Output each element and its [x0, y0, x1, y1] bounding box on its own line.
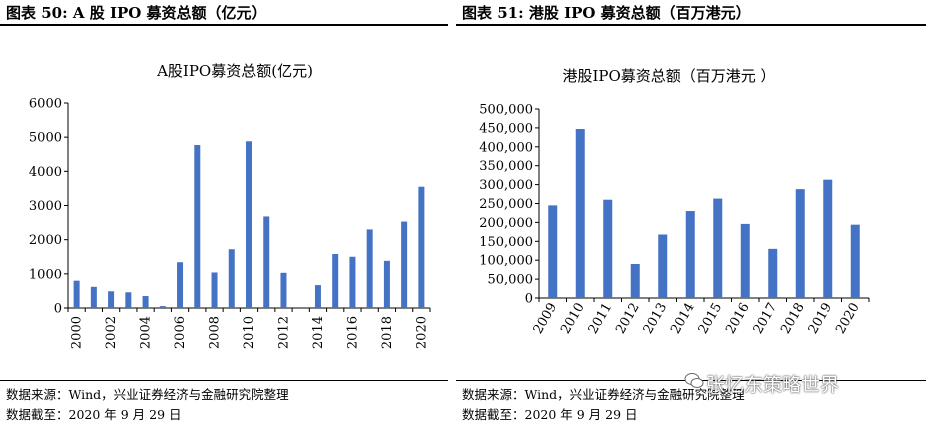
wechat-icon [684, 373, 704, 388]
a-share-date-note: 数据截至：2020 年 9 月 29 日 [6, 407, 182, 422]
hk-bar-2014 [685, 211, 695, 298]
hk-y-tick-label: 350,000 [479, 159, 533, 174]
a-share-bar-2017 [366, 229, 373, 308]
a-share-x-tick-label: 2018 [380, 316, 395, 349]
a-share-bar-2018 [383, 260, 390, 308]
a-share-bar-2011 [263, 216, 270, 308]
a-share-bar-2010 [246, 141, 252, 308]
a-share-x-tick-label: 2002 [104, 316, 119, 349]
a-share-bar-2016 [349, 256, 356, 308]
hk-bar-2012 [630, 263, 640, 298]
watermark-text: 张忆东策略世界 [706, 374, 840, 396]
a-share-source-rule [0, 380, 448, 381]
hk-y-tick-label: 0 [525, 292, 533, 307]
hk-x-tick-label: 2010 [558, 301, 588, 337]
hk-bar-2020 [850, 224, 860, 298]
hk-ipo-chart: 港股IPO募资总额（百万港元 ） 0 50,000 100,000 150,000 200… [479, 67, 870, 337]
hk-y-tick-label: 250,000 [479, 197, 533, 212]
hk-chart-title: 港股IPO募资总额（百万港元 ） [562, 67, 775, 85]
hk-y-tick-label: 400,000 [479, 140, 533, 155]
hk-bar-2009 [548, 205, 558, 298]
hk-title-rule [456, 24, 926, 26]
a-share-source-note: 数据来源：Wind，兴业证券经济与金融研究院整理 [6, 387, 289, 402]
hk-figure-title: 图表 51: 港股 IPO 募资总额（百万港元） [462, 4, 751, 22]
hk-y-tick-label: 450,000 [479, 121, 533, 136]
a-share-title-rule [0, 24, 448, 26]
hk-x-tick-label: 2020 [833, 301, 863, 337]
a-share-bar-2019 [401, 221, 408, 308]
hk-x-tick-label: 2012 [613, 301, 643, 337]
hk-date-note: 数据截至：2020 年 9 月 29 日 [462, 407, 638, 422]
a-share-x-tick-label: 2006 [173, 316, 188, 349]
hk-bar-2013 [658, 234, 668, 298]
hk-bar-2018 [795, 189, 805, 298]
a-share-x-tick-label: 2000 [70, 316, 85, 349]
a-share-figure-title: 图表 50: A 股 IPO 募资总额（亿元） [6, 4, 267, 22]
a-share-bar-2005 [159, 306, 166, 308]
a-share-bar-2014 [314, 285, 321, 308]
a-share-bar-2012 [280, 272, 287, 308]
a-share-bar-2006 [177, 262, 184, 308]
hk-source-note: 数据来源：Wind，兴业证券经济与金融研究院整理 [462, 387, 745, 402]
hk-bar-2019 [823, 179, 833, 298]
a-share-y-tick-label: 1000 [29, 267, 62, 282]
hk-y-tick-label: 200,000 [479, 216, 533, 231]
hk-x-tick-label: 2011 [586, 301, 616, 337]
hk-bar-2016 [740, 223, 750, 298]
hk-x-tick-label: 2013 [641, 301, 671, 337]
a-share-y-tick-label: 4000 [29, 165, 62, 180]
a-share-y-tick-label: 6000 [29, 97, 62, 112]
a-share-y-tick-label: 2000 [29, 233, 62, 248]
a-share-x-tick-label: 2008 [208, 316, 223, 349]
hk-panel: 图表 51: 港股 IPO 募资总额（百万港元） 港股IPO募资总额（百万港元 … [456, 0, 929, 426]
a-share-x-tick-label: 2014 [311, 316, 326, 349]
a-share-y-tick-label: 3000 [29, 199, 62, 214]
a-share-bar-2020 [418, 186, 425, 308]
hk-y-tick-label: 300,000 [479, 178, 533, 193]
hk-y-tick-label: 500,000 [479, 103, 533, 118]
hk-x-tick-label: 2009 [531, 301, 561, 337]
a-share-bar-2000 [73, 280, 80, 308]
a-share-bar-2015 [332, 254, 339, 308]
a-share-ipo-chart: A股IPO募资总额(亿元) 0 1000 2000 3000 4000 5000 6000 20… [29, 62, 431, 349]
hk-x-tick-label: 2018 [778, 301, 808, 337]
a-share-y-tick-label: 5000 [29, 131, 62, 146]
hk-bar-2011 [603, 199, 613, 298]
a-share-bar-2003 [125, 292, 132, 308]
a-share-y-tick-label: 0 [54, 302, 62, 317]
hk-x-tick-label: 2014 [668, 301, 698, 337]
hk-bar-2015 [713, 198, 723, 298]
hk-bar-2010 [575, 129, 585, 298]
a-share-x-tick-label: 2004 [139, 316, 154, 349]
hk-y-tick-label: 50,000 [488, 273, 534, 288]
a-share-bar-2004 [142, 296, 149, 308]
a-share-bar-2008 [211, 272, 218, 308]
hk-bar-2017 [768, 248, 778, 298]
a-share-panel: 图表 50: A 股 IPO 募资总额（亿元） A股IPO募资总额(亿元) 0 10… [0, 0, 448, 426]
hk-x-tick-label: 2017 [751, 301, 781, 337]
a-share-bar-2007 [194, 145, 201, 308]
a-share-bar-2009 [228, 249, 235, 308]
a-share-chart-title: A股IPO募资总额(亿元) [156, 62, 313, 80]
a-share-x-tick-label: 2012 [276, 316, 291, 349]
a-share-x-tick-label: 2010 [242, 316, 257, 349]
hk-y-tick-label: 150,000 [479, 235, 533, 250]
a-share-x-tick-label: 2020 [414, 316, 429, 349]
hk-y-tick-label: 100,000 [479, 254, 533, 269]
hk-x-tick-label: 2016 [723, 301, 753, 337]
a-share-bar-2002 [108, 291, 115, 308]
hk-x-tick-label: 2015 [696, 301, 726, 337]
a-share-bar-2001 [90, 286, 97, 308]
a-share-x-tick-label: 2016 [345, 316, 360, 349]
hk-x-tick-label: 2019 [806, 301, 836, 337]
